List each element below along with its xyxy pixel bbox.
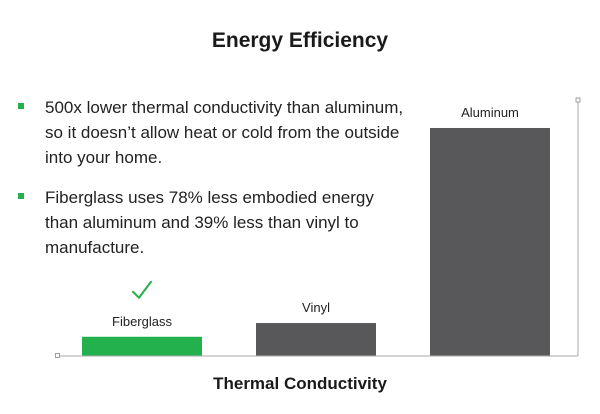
bars-layer: Fiberglass Vinyl Aluminum	[82, 105, 550, 356]
bullet-item: 500x lower thermal conductivity than alu…	[16, 95, 406, 170]
bullet-square-icon	[18, 103, 24, 109]
bullet-text: Fiberglass uses 78% less embodied energy…	[45, 188, 374, 257]
bar-label-aluminum: Aluminum	[461, 105, 519, 120]
bar-aluminum	[430, 127, 550, 356]
bullet-list: 500x lower thermal conductivity than alu…	[16, 95, 406, 260]
axis-end-handle	[55, 353, 60, 358]
axis-end-handle	[575, 97, 581, 103]
page-title: Energy Efficiency	[211, 29, 389, 52]
checkmark-icon	[132, 280, 152, 299]
bar-label-vinyl: Vinyl	[302, 300, 330, 315]
bullet-item: Fiberglass uses 78% less embodied energy…	[16, 185, 406, 260]
x-axis-title: Thermal Conductivity	[213, 374, 387, 393]
bar-vinyl	[256, 323, 376, 356]
bullet-text: 500x lower thermal conductivity than alu…	[45, 98, 404, 167]
bar-label-fiberglass: Fiberglass	[112, 314, 172, 329]
bar-fiberglass	[82, 336, 202, 356]
bullet-square-icon	[18, 193, 24, 199]
